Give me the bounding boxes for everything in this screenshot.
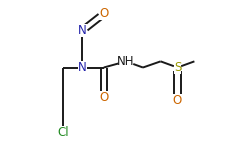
Bar — [78, 61, 87, 74]
Text: N: N — [78, 24, 87, 37]
Text: S: S — [174, 61, 181, 74]
Bar — [119, 55, 133, 68]
Text: O: O — [99, 7, 108, 20]
Bar — [174, 61, 181, 74]
Text: O: O — [99, 91, 108, 104]
Bar — [78, 24, 87, 37]
Bar — [99, 7, 108, 20]
Text: O: O — [173, 94, 182, 107]
Text: NH: NH — [117, 55, 135, 68]
Text: Cl: Cl — [57, 126, 69, 139]
Text: N: N — [78, 61, 87, 74]
Bar — [99, 91, 108, 104]
Bar — [173, 94, 182, 107]
Bar — [57, 126, 69, 139]
